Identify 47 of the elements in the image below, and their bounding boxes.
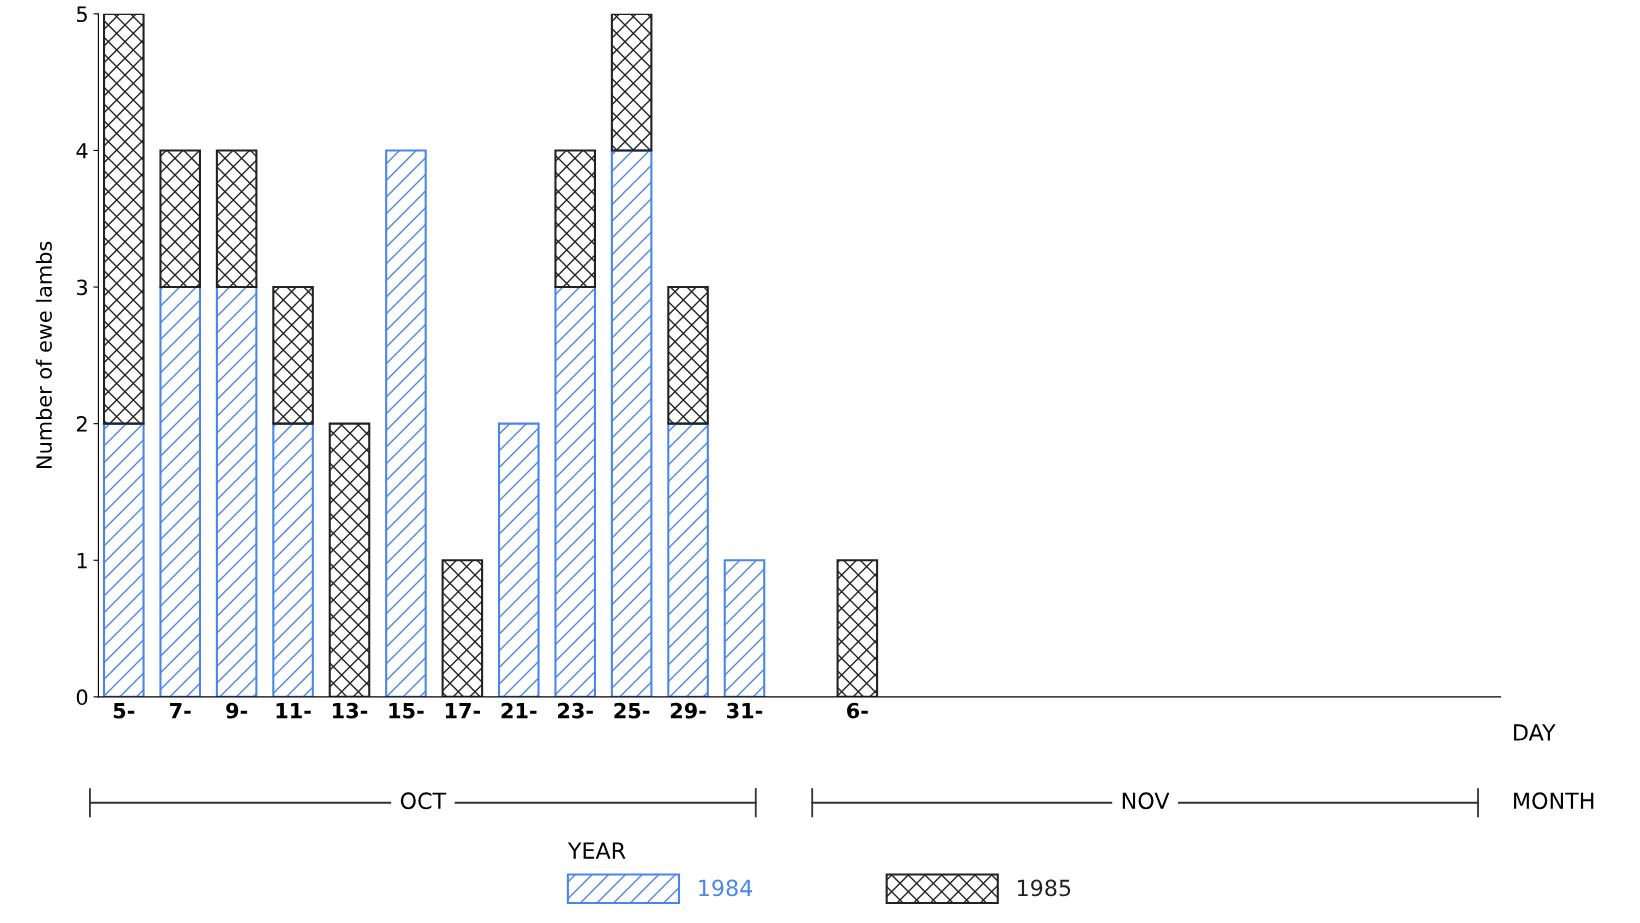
x-tick-label: 23- (558, 702, 593, 719)
bar (215, 149, 258, 289)
x-tick-label: 29- (670, 702, 706, 719)
text: NOV (1122, 792, 1170, 810)
bar (667, 286, 709, 425)
bar (610, 13, 653, 152)
bar (441, 559, 484, 697)
x-tick-label: 25- (614, 702, 650, 719)
bar (103, 422, 145, 697)
bar (272, 422, 314, 697)
y-axis-title: Number of ewe lambs (35, 241, 52, 468)
text: OCT (400, 792, 447, 810)
text: 1985 (1018, 879, 1071, 897)
bar (385, 149, 427, 697)
x-tick-label: 21- (501, 702, 537, 719)
legend-title: YEAR (567, 842, 626, 859)
bar (159, 149, 202, 289)
y-tick-label: 2 (76, 416, 87, 432)
text: DAY (1514, 724, 1556, 741)
x-tick-label: 13- (333, 702, 368, 719)
x-tick-label: 15- (389, 703, 424, 719)
text: 1984 (699, 879, 753, 897)
bar (103, 13, 145, 425)
x-tick-label: 17- (445, 703, 481, 719)
bar (554, 286, 596, 697)
x-tick-label: 31- (727, 702, 763, 719)
bar (328, 422, 371, 697)
x-tick-label: 9- (226, 702, 248, 719)
bar (610, 149, 653, 697)
bar (554, 149, 596, 289)
y-tick-label: 4 (76, 143, 88, 159)
bar (272, 286, 314, 425)
x-tick-label: 6- (847, 702, 868, 719)
y-tick-label: 5 (77, 6, 87, 23)
x-tick-label: 7- (170, 703, 191, 719)
x-tick-label: 11- (276, 703, 311, 719)
bar (497, 422, 540, 697)
x-tick-label: 5- (113, 703, 135, 719)
text: MONTH (1514, 792, 1594, 810)
y-tick-label: 0 (76, 689, 88, 706)
bar (159, 286, 202, 697)
y-tick-label: 1 (77, 552, 87, 569)
bar (215, 286, 258, 697)
bar (836, 559, 879, 697)
bar (667, 422, 709, 697)
y-tick-label: 3 (77, 279, 88, 296)
bar (723, 559, 766, 697)
